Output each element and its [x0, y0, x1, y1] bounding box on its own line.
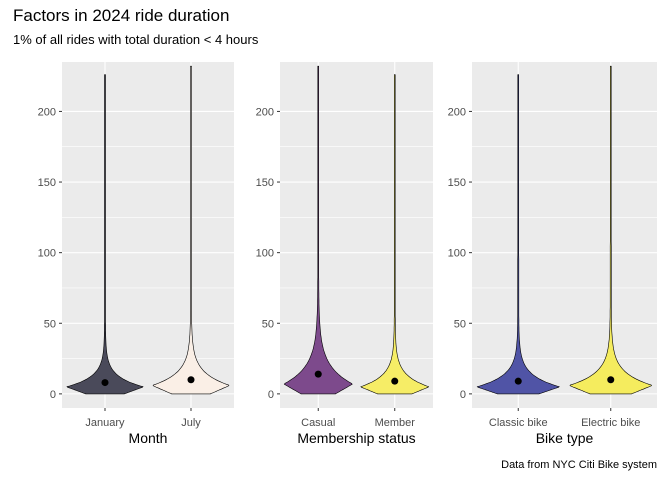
y-tick-label: 50 — [262, 318, 274, 330]
chart-caption: Data from NYC Citi Bike system — [501, 459, 657, 471]
x-axis-title: Membership status — [297, 430, 415, 446]
x-tick-label: Electric bike — [581, 417, 640, 429]
panel-background — [280, 62, 433, 408]
y-tick-label: 0 — [460, 389, 466, 401]
violin-july — [152, 65, 230, 395]
y-tick-label: 0 — [50, 389, 56, 401]
y-tick-label: 200 — [256, 106, 274, 118]
median-point — [314, 370, 322, 378]
y-tick-label: 150 — [256, 177, 274, 189]
x-tick-label: July — [181, 417, 201, 429]
y-tick-label: 0 — [268, 389, 274, 401]
y-tick-label: 200 — [38, 106, 56, 118]
y-tick-label: 150 — [38, 177, 56, 189]
violin-casual — [283, 65, 353, 395]
y-tick-label: 100 — [38, 248, 56, 260]
y-tick-label: 50 — [44, 318, 56, 330]
median-point — [391, 377, 399, 385]
x-tick-label: Classic bike — [489, 417, 548, 429]
median-point — [187, 376, 195, 384]
x-tick-label: January — [85, 417, 125, 429]
x-axis-title: Bike type — [536, 430, 594, 446]
x-tick-label: Member — [375, 417, 416, 429]
y-tick-label: 150 — [448, 177, 466, 189]
y-tick-label: 50 — [454, 318, 466, 330]
median-point — [514, 377, 522, 385]
violin-january — [66, 74, 144, 395]
y-tick-label: 100 — [256, 248, 274, 260]
chart-title: Factors in 2024 ride duration — [13, 6, 230, 25]
median-point — [101, 379, 109, 387]
panel-background — [472, 62, 657, 408]
y-tick-label: 100 — [448, 248, 466, 260]
x-tick-label: Casual — [301, 417, 335, 429]
violin-electric-bike — [569, 65, 652, 395]
median-point — [607, 376, 615, 384]
violin-member — [360, 74, 430, 395]
y-tick-label: 200 — [448, 106, 466, 118]
x-axis-title: Month — [129, 430, 168, 446]
chart-subtitle: 1% of all rides with total duration < 4 … — [13, 32, 259, 47]
violin-classic-bike — [476, 74, 560, 395]
panel-background — [62, 62, 234, 408]
